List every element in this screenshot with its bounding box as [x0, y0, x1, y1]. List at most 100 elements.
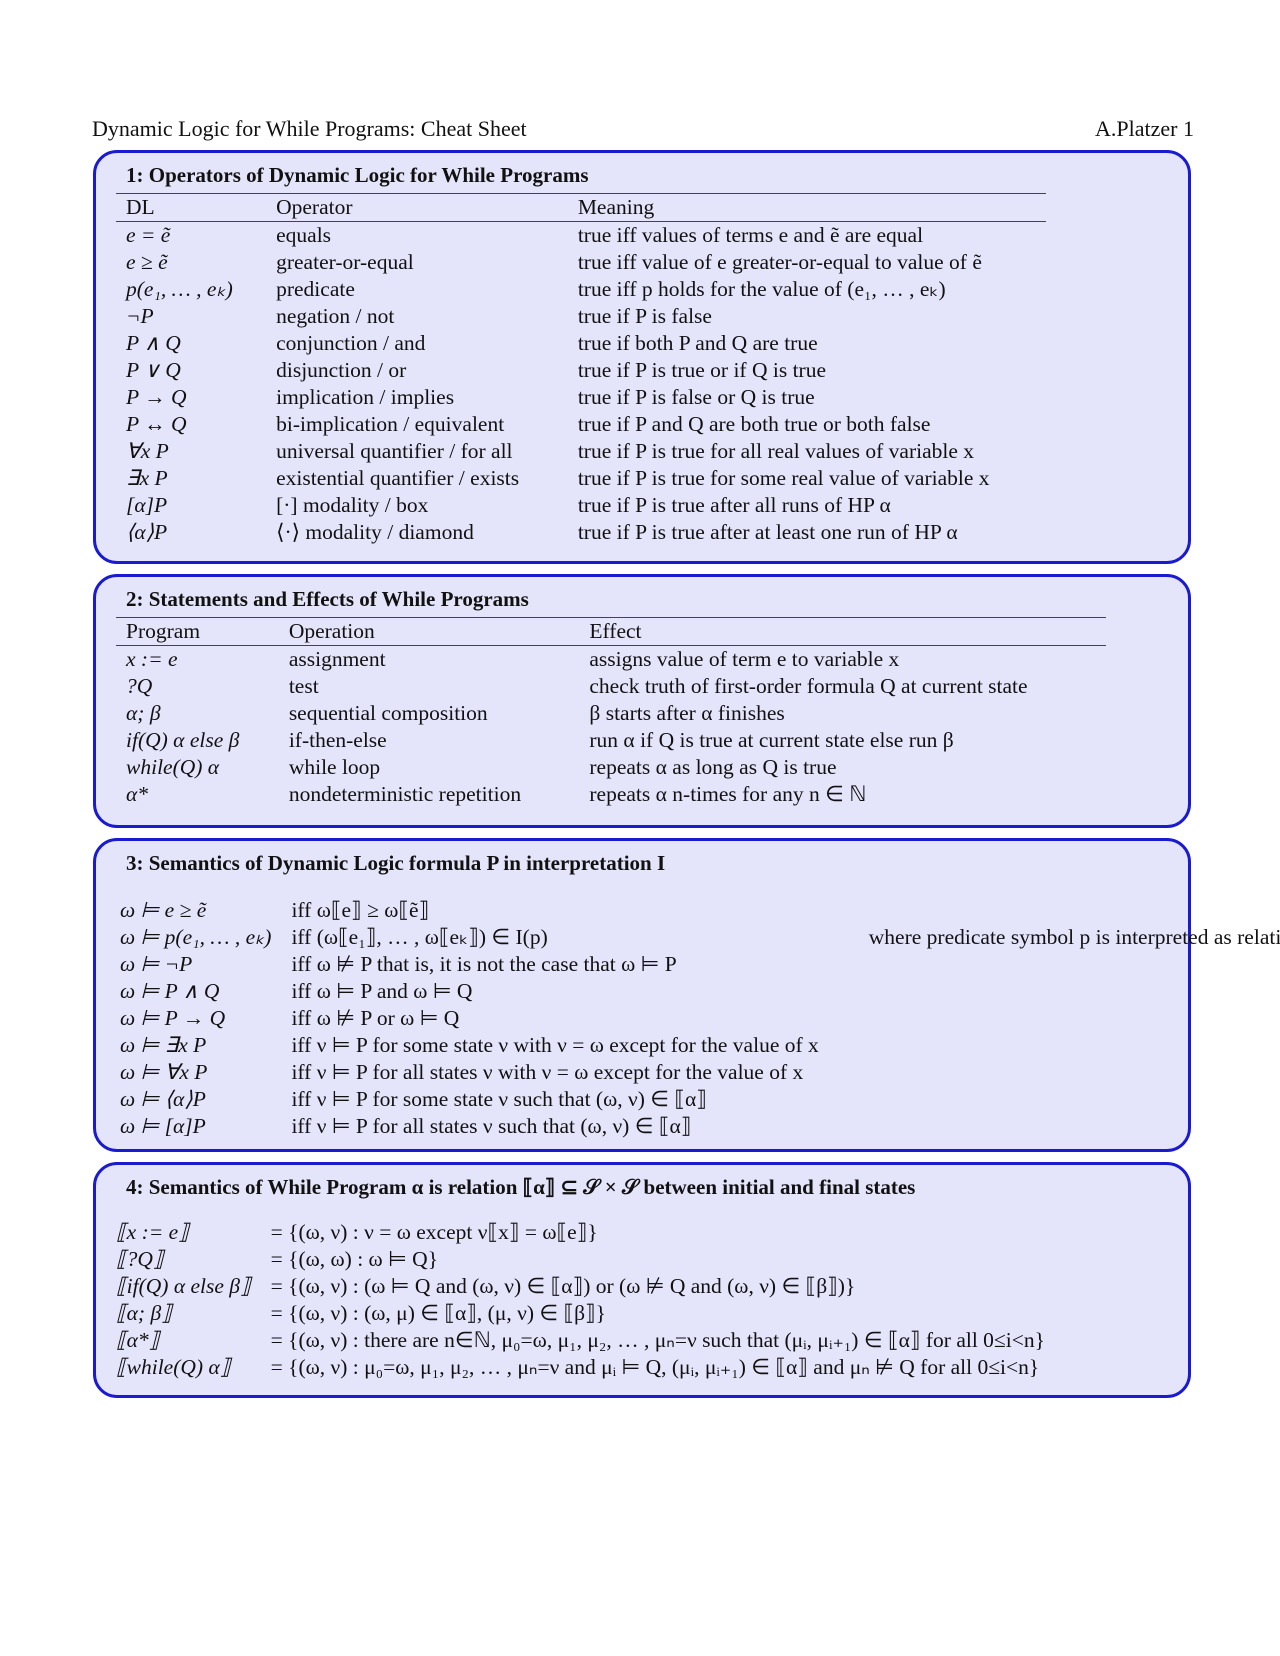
table-cell: iff ω ⊭ P or ω ⊨ Q [291, 1006, 460, 1030]
table-cell: true if P is false [577, 304, 712, 328]
table-row: ⟦x := e⟧ = {(ω, ν) : ν = ω except ν⟦x⟧ = … [106, 1219, 1055, 1246]
table-cell: disjunction / or [276, 358, 407, 382]
table-row: if(Q) α else β if-then-else run α if Q is … [116, 727, 1106, 754]
table-row: ∃x P existential quantifier / exists true … [116, 465, 1046, 492]
table-cell: ω ⊨ ⟨α⟩P [120, 1087, 206, 1111]
table-cell: = {(ω, ν) : (ω, μ) ∈ ⟦α⟧, (μ, ν) ∈ ⟦β⟧} [270, 1301, 607, 1325]
operators-table: DL Operator Meaning e = ẽ equals true iff … [116, 193, 1046, 546]
table-cell: true if both P and Q are true [577, 331, 818, 355]
table-cell: nondeterministic repetition [288, 782, 522, 806]
table-cell: iff ω ⊭ P that is, it is not the case th… [291, 952, 677, 976]
table-cell: true if P is true for all real values of… [577, 439, 975, 463]
table-cell: true iff values of terms e and ẽ are equ… [577, 223, 924, 247]
table-cell: iff (ω⟦e₁⟧, … , ω⟦eₖ⟧) ∈ I(p) [291, 925, 548, 949]
table-row: e = ẽ equals true iff values of terms e an… [116, 222, 1046, 250]
table-row: α; β sequential composition β starts after… [116, 700, 1106, 727]
table-cell: run α if Q is true at current state else… [589, 728, 954, 752]
table-cell: ⟨α⟩P [126, 520, 168, 544]
table-cell [829, 1032, 1280, 1059]
table-cell: ω ⊨ ∀x P [120, 1060, 208, 1084]
table-cell: [·] modality / box [276, 493, 429, 517]
table-row: ⟦α; β⟧ = {(ω, ν) : (ω, μ) ∈ ⟦α⟧, (μ, ν) ∈… [106, 1300, 1055, 1327]
table-cell [829, 897, 1280, 924]
section-program-semantics: 4: Semantics of While Program α is relat… [93, 1162, 1191, 1398]
table-cell: α; β [126, 701, 161, 725]
table-row: P ∨ Q disjunction / or true if P is true o… [116, 357, 1046, 384]
table-cell: = {(ω, ν) : there are n∈ℕ, μ₀=ω, μ₁, μ₂,… [270, 1328, 1045, 1352]
table-cell: predicate [276, 277, 355, 301]
table-cell: ⟦if(Q) α else β⟧ [116, 1274, 251, 1298]
table-cell: ⟦α*⟧ [116, 1328, 160, 1352]
table-cell: iff ν ⊨ P for some state ν such that (ω,… [291, 1087, 707, 1111]
table-cell: implication / implies [276, 385, 455, 409]
statements-table: Program Operation Effect x := e assignmen… [116, 617, 1106, 808]
section-operators: 1: Operators of Dynamic Logic for While … [93, 150, 1191, 564]
table-cell: ⟦while(Q) α⟧ [116, 1355, 231, 1379]
column-header: DL [126, 195, 155, 219]
table-row: ⟦α*⟧ = {(ω, ν) : there are n∈ℕ, μ₀=ω, μ₁,… [106, 1327, 1055, 1354]
author-page: A.Platzer 1 [1095, 116, 1194, 141]
table-cell: p(e₁, … , eₖ) [126, 277, 233, 301]
table-row: ⟦while(Q) α⟧ = {(ω, ν) : μ₀=ω, μ₁, μ₂, … … [106, 1354, 1055, 1381]
table-cell: = {(ω, ω) : ω ⊨ Q} [270, 1247, 439, 1271]
table-cell: where predicate symbol p is interpreted … [868, 925, 1280, 949]
table-row: ω ⊨ P ∧ Q iff ω ⊨ P and ω ⊨ Q [110, 978, 1280, 1005]
document-title: Dynamic Logic for While Programs: Cheat … [92, 116, 527, 141]
table-cell: repeats α as long as Q is true [589, 755, 837, 779]
table-row: P ↔ Q bi-implication / equivalent true if … [116, 411, 1046, 438]
page-header: Dynamic Logic for While Programs: Cheat … [92, 116, 1194, 142]
table-row: ⟨α⟩P ⟨·⟩ modality / diamond true if P is t… [116, 519, 1046, 546]
table-cell: iff ω⟦e⟧ ≥ ω⟦ẽ⟧ [291, 898, 430, 922]
table-cell [829, 1059, 1280, 1086]
table-cell: iff ν ⊨ P for all states ν such that (ω,… [291, 1114, 692, 1138]
table-row: ω ⊨ ∀x P iff ν ⊨ P for all states ν with … [110, 1059, 1280, 1086]
table-row: ¬P negation / not true if P is false [116, 303, 1046, 330]
table-cell: α* [126, 782, 149, 806]
table-row: ?Q test check truth of first-order formula… [116, 673, 1106, 700]
table-cell: bi-implication / equivalent [276, 412, 505, 436]
table-cell: P → Q [126, 385, 187, 409]
table-row: ω ⊨ ⟨α⟩P iff ν ⊨ P for some state ν such … [110, 1086, 1280, 1113]
table-row: ω ⊨ ∃x P iff ν ⊨ P for some state ν with … [110, 1032, 1280, 1059]
section-dl-semantics: 3: Semantics of Dynamic Logic formula P … [93, 838, 1280, 1152]
table-cell: [α]P [126, 493, 168, 517]
table-cell [829, 978, 1280, 1005]
table-row: x := e assignment assigns value of term e … [116, 646, 1106, 674]
table-row: while(Q) α while loop repeats α as long as… [116, 754, 1106, 781]
table-row: ω ⊨ ¬P iff ω ⊭ P that is, it is not the c… [110, 951, 1280, 978]
table-cell: equals [276, 223, 332, 247]
table-cell: negation / not [276, 304, 395, 328]
table-cell: greater-or-equal [276, 250, 414, 274]
table-cell: while loop [288, 755, 381, 779]
table-cell: test [288, 674, 319, 698]
table-cell: iff ν ⊨ P for some state ν with ν = ω ex… [291, 1033, 819, 1057]
table-row: P ∧ Q conjunction / and true if both P and… [116, 330, 1046, 357]
table-row: ⟦if(Q) α else β⟧ = {(ω, ν) : (ω ⊨ Q and (… [106, 1273, 1055, 1300]
table-cell: ω ⊨ p(e₁, … , eₖ) [120, 925, 272, 949]
section-title: 3: Semantics of Dynamic Logic formula P … [126, 851, 666, 875]
table-cell: = {(ω, ν) : ν = ω except ν⟦x⟧ = ω⟦e⟧} [270, 1220, 598, 1244]
table-cell: e = ẽ [126, 223, 171, 247]
table-row: p(e₁, … , eₖ) predicate true iff p holds f… [116, 276, 1046, 303]
table-cell: ω ⊨ P → Q [120, 1006, 226, 1030]
table-cell: ω ⊨ e ≥ ẽ [120, 898, 207, 922]
table-cell: true if P is false or Q is true [577, 385, 815, 409]
table-cell: ω ⊨ [α]P [120, 1114, 206, 1138]
table-cell: true if P is true for some real value of… [577, 466, 990, 490]
table-cell: P ∨ Q [126, 358, 181, 382]
table-cell: = {(ω, ν) : μ₀=ω, μ₁, μ₂, … , μₙ=ν and μ… [270, 1355, 1040, 1379]
table-cell: ⟨·⟩ modality / diamond [276, 520, 474, 544]
program-semantics-table: ⟦x := e⟧ = {(ω, ν) : ν = ω except ν⟦x⟧ = … [106, 1219, 1055, 1381]
table-cell [829, 1113, 1280, 1140]
table-cell: x := e [126, 647, 178, 671]
section-title: 4: Semantics of While Program α is relat… [126, 1175, 916, 1199]
table-cell: ¬P [126, 304, 154, 328]
table-cell: ⟦α; β⟧ [116, 1301, 172, 1325]
table-cell: ω ⊨ ∃x P [120, 1033, 207, 1057]
section-title: 2: Statements and Effects of While Progr… [126, 587, 529, 611]
column-header: Meaning [577, 195, 655, 219]
table-cell: conjunction / and [276, 331, 426, 355]
table-row: ∀x P universal quantifier / for all true i… [116, 438, 1046, 465]
table-cell: assignment [288, 647, 386, 671]
table-row: ⟦?Q⟧ = {(ω, ω) : ω ⊨ Q} [106, 1246, 1055, 1273]
